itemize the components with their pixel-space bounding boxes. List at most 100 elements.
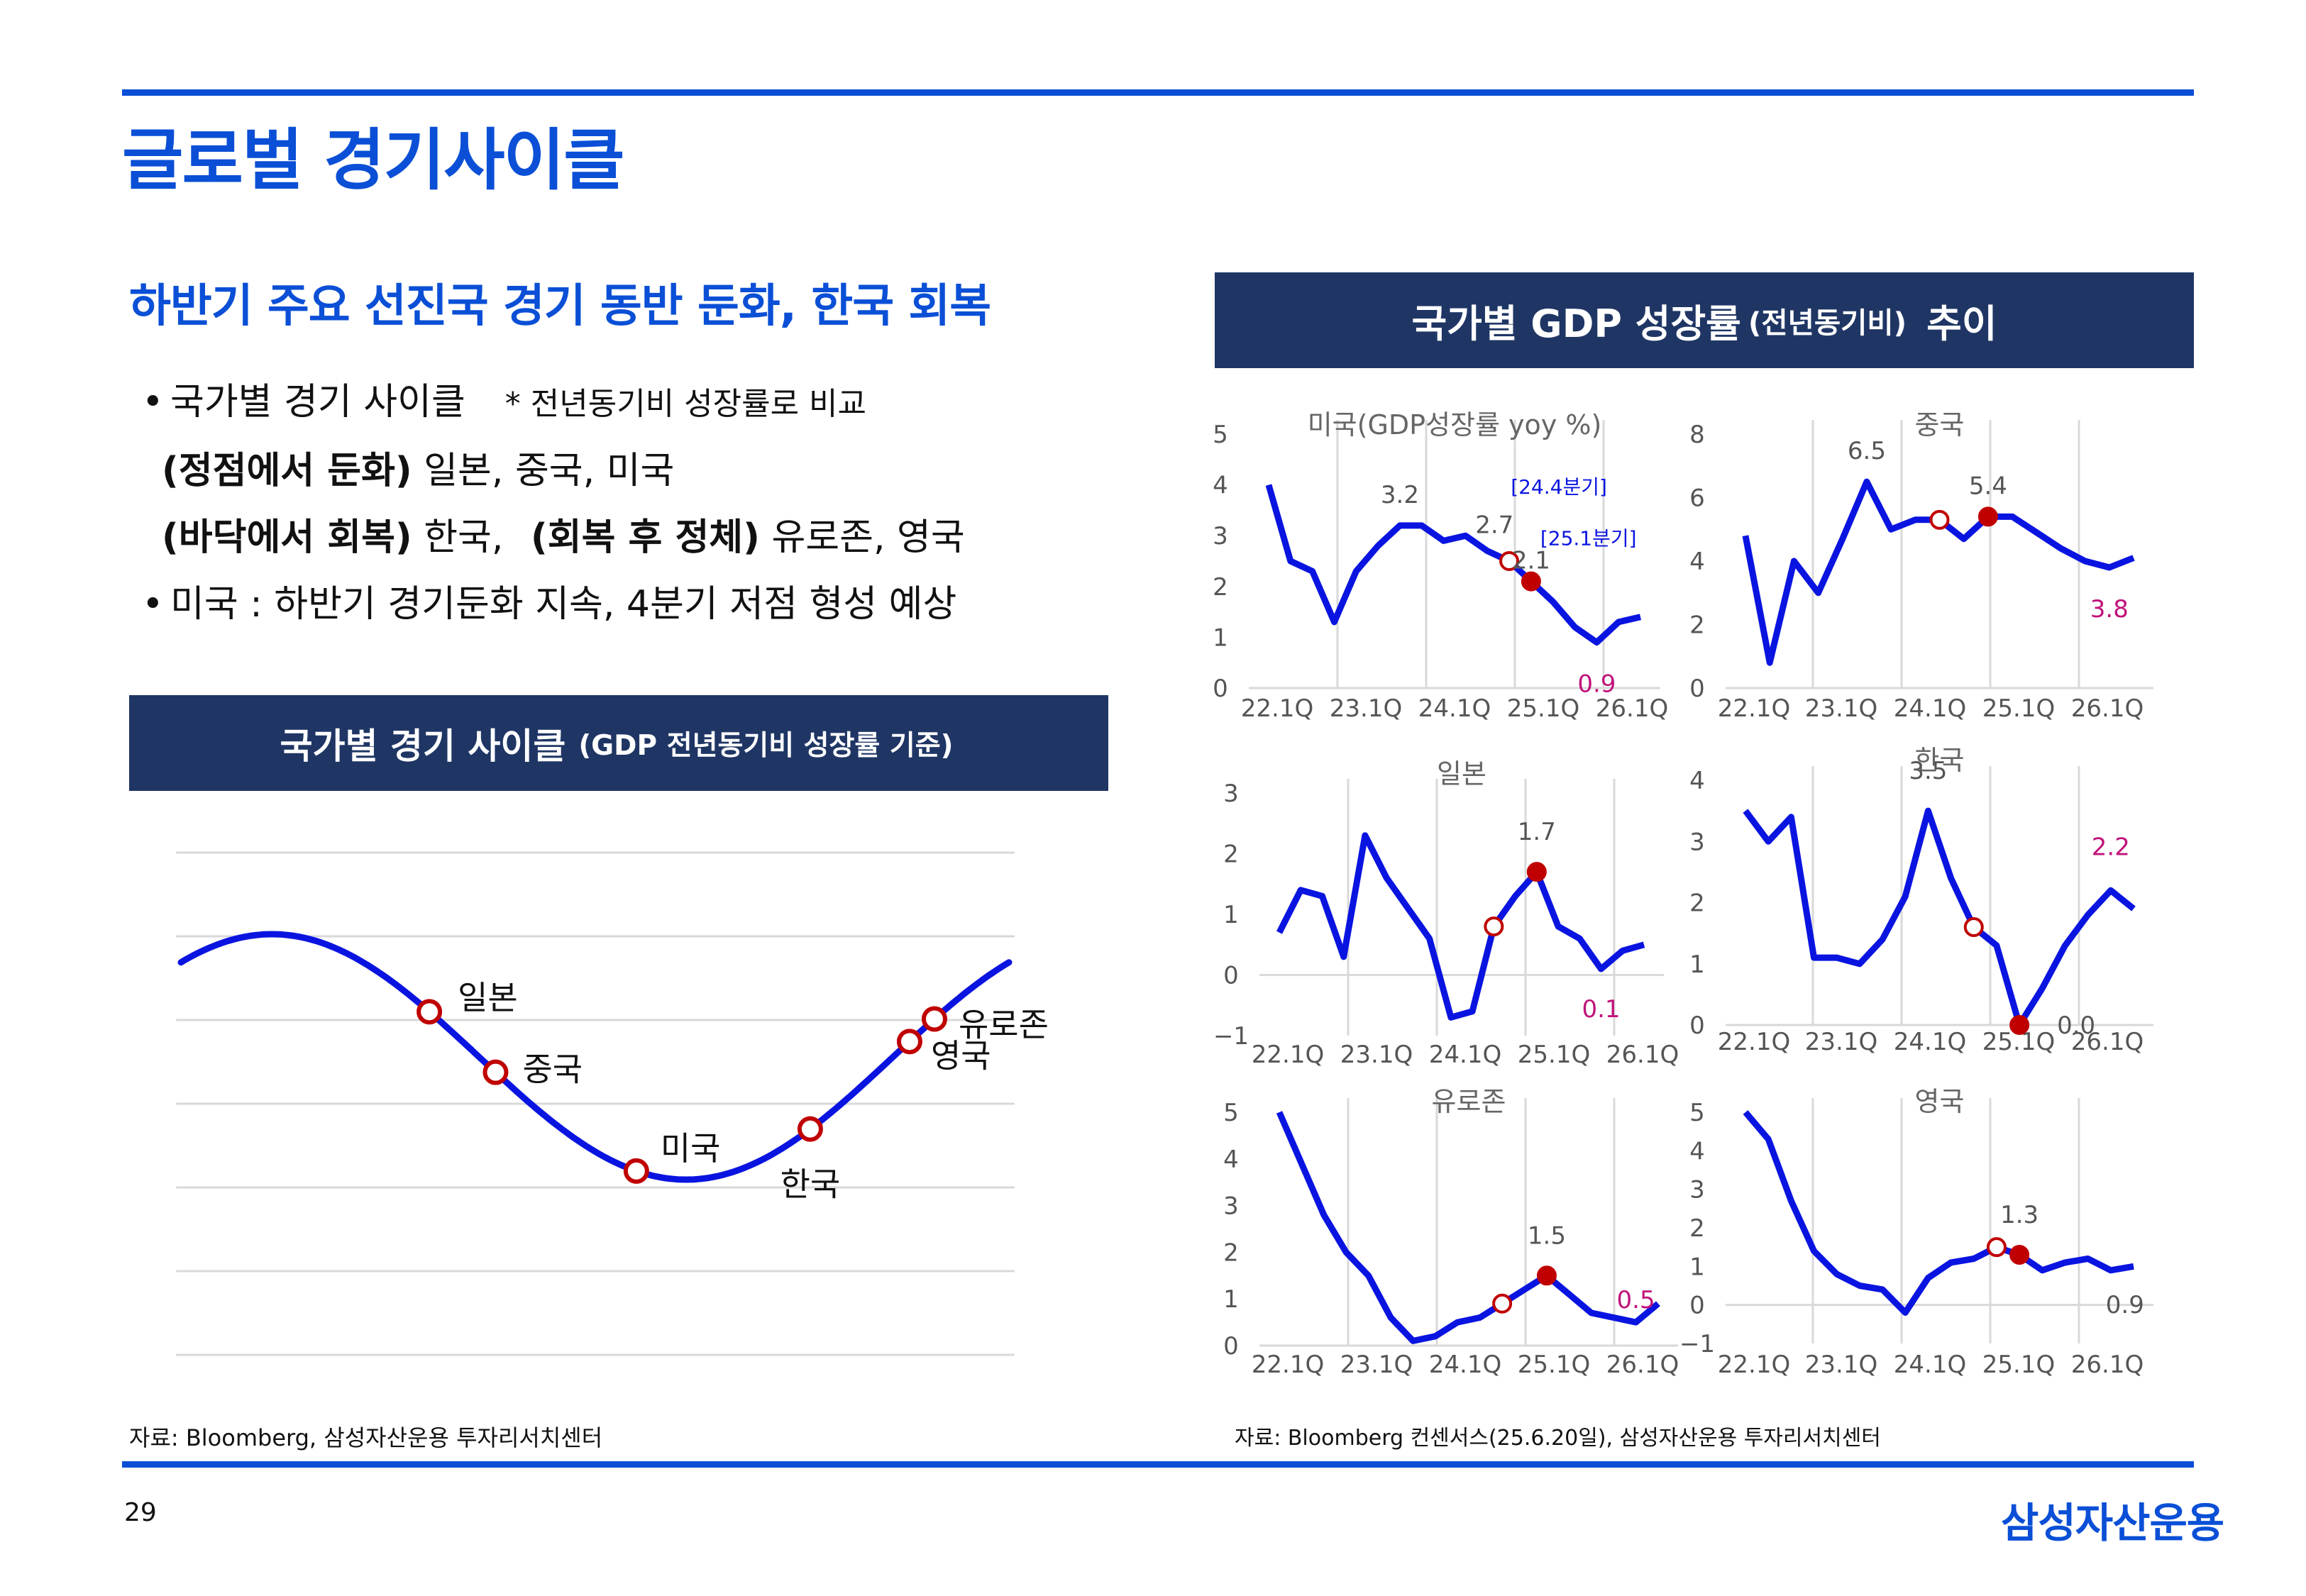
bullet-text: 일본, 중국, 미국	[412, 450, 675, 492]
gdp-data-label: 6.5	[1848, 437, 1886, 465]
gdp-chart-title: 일본	[1437, 758, 1486, 789]
gdp-chart-2: 0 2 4 6 8 22.1Q 23.1Q 24.1Q 25.1Q 26.1Q 중국 6.5 5.4 3.…	[1689, 409, 2153, 723]
gdp-filled-marker	[2009, 1245, 2030, 1265]
gdp-y-tick: 4	[1213, 472, 1228, 500]
gdp-series-line	[1276, 832, 1645, 1021]
gdp-data-label: 3.5	[1909, 757, 1947, 785]
gdp-y-tick: 0	[1213, 675, 1228, 703]
bullet-text: 한국,	[412, 516, 515, 559]
gdp-x-tick: 26.1Q	[2071, 1028, 2144, 1056]
gdp-data-label: 5.4	[1969, 472, 2007, 500]
gdp-data-label: 0.0	[2057, 1012, 2095, 1040]
gdp-y-tick: 1	[1689, 1253, 1705, 1281]
gdp-chart-title: 중국	[1915, 409, 1965, 440]
gdp-data-label: 0.5	[1617, 1286, 1655, 1314]
gdp-y-tick: 0	[1689, 1012, 1705, 1040]
gdp-chart-title: 한국	[1915, 745, 1965, 776]
gdp-y-tick: 2	[1223, 841, 1239, 869]
gdp-x-tick: 23.1Q	[1340, 1351, 1413, 1379]
gdp-y-tick: 3	[1689, 1176, 1705, 1204]
left-source: 자료: Bloomberg, 삼성자산운용 투자리서치센터	[129, 1424, 603, 1451]
gdp-chart-banner: 국가별 GDP 성장률 (전년동기비) 추이	[1215, 272, 2194, 368]
gdp-y-tick: 3	[1689, 828, 1705, 856]
gdp-filled-marker	[1536, 1265, 1557, 1286]
gdp-x-tick: 22.1Q	[1241, 694, 1313, 723]
cycle-marker	[921, 1006, 947, 1032]
gdp-data-label: 2.7	[1475, 511, 1513, 540]
bullet-dot-icon: •	[142, 583, 164, 626]
gdp-data-label: 3.2	[1381, 481, 1419, 509]
gdp-x-tick: 22.1Q	[1718, 1028, 1790, 1056]
gdp-data-label: 2.1	[1512, 547, 1550, 575]
gdp-x-tick: 23.1Q	[1805, 1028, 1877, 1056]
cycle-marker-label: 영국	[931, 1036, 991, 1075]
banner-title: 국가별 GDP 성장률	[1411, 301, 1741, 346]
gdp-series-line	[1743, 1110, 2134, 1316]
gdp-open-marker	[1484, 916, 1504, 937]
cycle-marker-label: 일본	[458, 978, 518, 1016]
cycle-marker	[797, 1116, 823, 1142]
bullet-item: • 국가별 경기 사이클 * 전년동기비 성장률로 비교	[142, 369, 965, 438]
gdp-filled-marker	[1526, 862, 1547, 882]
gdp-y-tick: 2	[1689, 611, 1705, 640]
gdp-y-tick: 3	[1213, 522, 1228, 550]
gdp-data-label: 0.9	[2106, 1291, 2144, 1319]
bullet-item: (바닥에서 회복) 한국, (회복 후 정체) 유로존, 영국	[142, 504, 965, 571]
cycle-marker-label: 한국	[780, 1165, 841, 1204]
gdp-x-tick: 25.1Q	[1507, 694, 1579, 723]
bullet-bold: (바닥에서 회복)	[162, 516, 412, 559]
gdp-data-label: 2.2	[2092, 833, 2130, 861]
cycle-marker-label: 미국	[661, 1129, 721, 1168]
bullet-dot-icon: •	[142, 381, 164, 423]
gdp-y-tick: 4	[1223, 1146, 1239, 1174]
gdp-x-tick: 26.1Q	[2071, 694, 2144, 723]
gdp-y-tick: 5	[1223, 1099, 1239, 1127]
gdp-y-tick: 0	[1223, 962, 1239, 990]
gdp-chart-6: −1 0 1 2 3 4 5 22.1Q 23.1Q 24.1Q 25.1Q 26.1Q 영국 1.3 0.…	[1679, 1086, 2153, 1379]
bottom-rule	[122, 1461, 2194, 1468]
gdp-y-tick: 3	[1223, 780, 1239, 808]
page-number: 29	[124, 1498, 157, 1527]
bullet-item: • 미국 : 하반기 경기둔화 지속, 4분기 저점 형성 예상	[142, 571, 965, 638]
gdp-y-tick: −1	[1679, 1330, 1715, 1358]
cycle-chart-banner: 국가별 경기 사이클 (GDP 전년동기비 성장률 기준)	[129, 695, 1108, 791]
cycle-marker	[623, 1158, 649, 1184]
gdp-y-tick: 0	[1223, 1332, 1239, 1361]
cycle-marker-label: 유로존	[959, 1006, 1049, 1044]
gdp-y-tick: 4	[1689, 767, 1705, 795]
gdp-x-tick: 23.1Q	[1805, 1351, 1877, 1379]
gdp-x-tick: 23.1Q	[1340, 1041, 1413, 1069]
gdp-series-line	[1265, 484, 1642, 646]
cycle-curve	[177, 931, 1013, 1183]
gdp-y-tick: 1	[1213, 624, 1228, 652]
gdp-x-tick: 25.1Q	[1982, 1351, 2055, 1379]
gdp-open-marker	[1499, 551, 1520, 571]
cycle-marker-label: 중국	[522, 1051, 583, 1089]
gdp-y-tick: 6	[1689, 484, 1705, 513]
gdp-x-tick: 26.1Q	[1606, 1351, 1679, 1379]
gdp-data-label: 1.7	[1518, 818, 1556, 846]
cycle-marker	[482, 1059, 509, 1085]
page-subtitle: 하반기 주요 선진국 경기 동반 둔화, 한국 회복	[129, 280, 991, 333]
banner-title-tail: 추이	[1926, 301, 1997, 346]
gdp-series-line	[1742, 478, 2135, 666]
gdp-filled-marker	[1977, 506, 1998, 527]
gdp-chart-3: −1 0 1 2 3 22.1Q 23.1Q 24.1Q 25.1Q 26.1Q 일본 1.7 0.1	[1213, 758, 1679, 1069]
gdp-data-label: 0.1	[1582, 995, 1620, 1024]
gdp-y-tick: 8	[1689, 421, 1705, 449]
gdp-data-label: 1.3	[2000, 1201, 2039, 1229]
gdp-chart-title: 유로존	[1432, 1086, 1506, 1117]
gdp-chart-5: 0 1 2 3 4 5 22.1Q 23.1Q 24.1Q 25.1Q 26.1Q 유로존 1.5 0.5	[1223, 1086, 1679, 1379]
gdp-y-tick: −1	[1213, 1022, 1249, 1051]
gdp-x-tick: 25.1Q	[1982, 694, 2055, 723]
top-rule	[122, 89, 2194, 96]
gdp-open-marker	[1986, 1237, 2007, 1258]
gdp-y-tick: 5	[1213, 421, 1228, 449]
gdp-y-tick: 4	[1689, 548, 1705, 576]
gdp-y-tick: 2	[1213, 573, 1228, 602]
banner-subtitle: (GDP 전년동기비 성장률 기준)	[578, 729, 954, 762]
gdp-chart-title: 영국	[1915, 1086, 1965, 1117]
cycle-marker	[416, 999, 443, 1025]
gdp-chart-1: 0 1 2 3 4 5 22.1Q 23.1Q 24.1Q 25.1Q 26.1Q 미국(GDP성장률…	[1213, 409, 1668, 723]
